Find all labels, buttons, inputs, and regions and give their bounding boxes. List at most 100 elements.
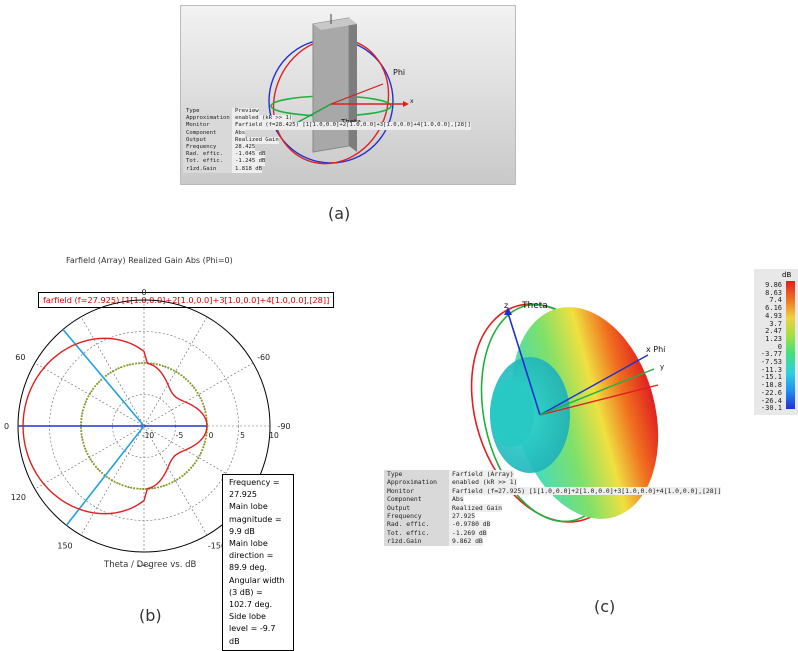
- polar-info-value: 27.925: [229, 490, 257, 500]
- info-key: Approximation: [183, 115, 232, 123]
- colorbar-unit: dB: [782, 271, 792, 279]
- info-row: Output Realized Gain: [183, 136, 471, 145]
- panel-a-3d-preview: Phi Theta x TypePreviewApproximationenab…: [180, 5, 516, 185]
- info-key: r1zd.Gain: [384, 537, 449, 546]
- polar-info-value: 9.9 dB: [229, 526, 255, 536]
- polar-angle-label: 90: [4, 422, 9, 431]
- polar-angle-label: -60: [257, 353, 270, 362]
- info-value: -1.245 dB: [232, 158, 266, 166]
- info-value: Realized Gain: [232, 136, 279, 145]
- info-key: Frequency: [183, 144, 232, 152]
- info-table-a: Type Preview Approximation enabled (kR >> 1…: [183, 108, 471, 173]
- info-key: Type: [183, 108, 232, 116]
- colorbar-tick-label: -26.4: [760, 396, 782, 405]
- polar-info-label: Frequency =: [229, 478, 280, 487]
- polar-angle-label: 120: [11, 493, 26, 502]
- info-key: Output: [384, 503, 449, 513]
- info-row: r1zd.Gain 9.862 dB: [384, 537, 721, 546]
- colorbar-tick-label: 3.7: [769, 319, 782, 328]
- info-row: Approximation enabled (kR >> 1): [183, 115, 471, 123]
- antenna-3d-view: [268, 14, 409, 165]
- colorbar-tick-label: -22.6: [760, 388, 782, 397]
- colorbar-tick-label: -3.77: [760, 350, 782, 359]
- beamwidth-line-lower: [65, 425, 145, 526]
- polar-angle-label: -150: [208, 542, 226, 551]
- colorbar-tick-label: 2.47: [765, 327, 782, 336]
- info-key: Component: [384, 495, 449, 504]
- info-value: enabled (kR >> 1): [232, 115, 293, 123]
- polar-angle-label: 60: [15, 353, 25, 362]
- info-value: 9.862 dB: [449, 537, 483, 546]
- info-value: Preview: [232, 108, 259, 116]
- colorbar-tick-label: 1.23: [765, 334, 782, 343]
- caption-c: (c): [594, 597, 616, 616]
- polar-info-label: Main lobe direction =: [229, 539, 274, 561]
- phi-axis-label: Phi: [393, 68, 406, 77]
- polar-info-value: 89.9 deg.: [229, 563, 267, 573]
- colorbar-tick-label: -11.3: [760, 365, 782, 374]
- info-value: Abs: [449, 495, 464, 504]
- info-row: Tot. effic. -1.269 dB: [384, 528, 721, 538]
- phi-axis-label: x Phi: [646, 345, 666, 354]
- colorbar-tick-label: -7.53: [760, 358, 782, 366]
- info-row: Frequency 28.425: [183, 144, 471, 152]
- caption-a: (a): [328, 204, 351, 223]
- polar-angle-label: 0: [141, 288, 146, 297]
- polar-angle-label: -90: [277, 422, 290, 431]
- info-key: Rad. effic.: [384, 520, 449, 529]
- polar-plot-title: Farfield (Array) Realized Gain Abs (Phi=…: [66, 256, 233, 265]
- info-value: -1.269 dB: [449, 528, 487, 538]
- colorbar-tick-label: 0: [777, 342, 782, 351]
- info-value: enabled (kR >> 1): [449, 478, 518, 487]
- info-row: Tot. effic. -1.245 dB: [183, 158, 471, 166]
- polar-angle-label: 180: [136, 564, 151, 566]
- info-table-c: Type Farfield (Array) Approximation enabled…: [384, 470, 722, 546]
- info-row: Rad. effic. -1.045 dB: [183, 151, 471, 159]
- info-key: Tot. effic.: [384, 528, 449, 538]
- polar-info-value: 102.7 deg.: [229, 600, 273, 610]
- info-row: Component Abs: [183, 129, 471, 137]
- colorbar-gradient: [786, 281, 795, 409]
- polar-info-line: Angular width (3 dB) = 102.7 deg.: [229, 575, 287, 612]
- polar-radial-label: 10: [269, 431, 279, 440]
- polar-info-label: Angular width (3 dB) =: [229, 575, 285, 597]
- info-value: 27.925: [449, 512, 476, 521]
- polar-xlabel: Theta / Degree vs. dB: [104, 560, 197, 570]
- info-key: Monitor: [183, 122, 232, 130]
- polar-angle-label: 150: [57, 542, 72, 551]
- colorbar-tick-label: 9.86: [765, 281, 782, 289]
- info-row: Monitor Farfield (f=27.925) [1[1.0,0.0]+2…: [384, 486, 722, 496]
- info-key: Output: [183, 136, 232, 145]
- gain-pattern-trace: [22, 337, 208, 515]
- info-key: Component: [183, 129, 232, 137]
- rear-lobe-surface: [490, 379, 534, 447]
- x-axis: [539, 384, 659, 416]
- info-row: Rad. effic. -0.9780 dB: [384, 520, 721, 529]
- polar-radial-label: -10: [142, 431, 154, 440]
- antenna-slab-top: [313, 18, 357, 30]
- x-axis-label: x: [410, 98, 414, 105]
- farfield-3d-view: [470, 303, 659, 523]
- colorbar-tick-label: 7.4: [769, 296, 782, 305]
- polar-info-line: Main lobe direction = 89.9 deg.: [229, 538, 287, 575]
- caption-b: (b): [139, 606, 162, 625]
- info-value: Abs: [232, 129, 246, 137]
- antenna-slab-side: [349, 18, 357, 152]
- polar-info-box: Frequency = 27.925 Main lobe magnitude = …: [222, 474, 294, 651]
- colorbar-tick-label: -18.8: [760, 381, 782, 390]
- info-key: Rad. effic.: [183, 151, 232, 159]
- info-value: Farfield (Array): [449, 470, 514, 479]
- colorbar-tick-label: 8.63: [765, 288, 782, 297]
- info-key: Type: [384, 470, 449, 479]
- polar-radial-label: 5: [240, 431, 245, 440]
- info-row: Type Preview: [183, 108, 471, 116]
- info-value: Farfield (f=28.425) [1[1.0,0.0]+2[1.0,0.…: [232, 122, 471, 130]
- beamwidth-line-upper: [62, 328, 145, 427]
- info-value: 28.425: [232, 144, 256, 152]
- info-key: r1zd.Gain: [183, 165, 232, 173]
- colorbar-tick-label: -15.1: [760, 373, 782, 382]
- colorbar: dB 9.86 8.63 7.4 6.16 4.93 3.7 2.47 1.23 0 -3.77-…: [754, 269, 798, 415]
- info-row: Approximation enabled (kR >> 1): [384, 478, 721, 487]
- info-row: Output Realized Gain: [384, 503, 721, 513]
- y-axis: [539, 368, 655, 416]
